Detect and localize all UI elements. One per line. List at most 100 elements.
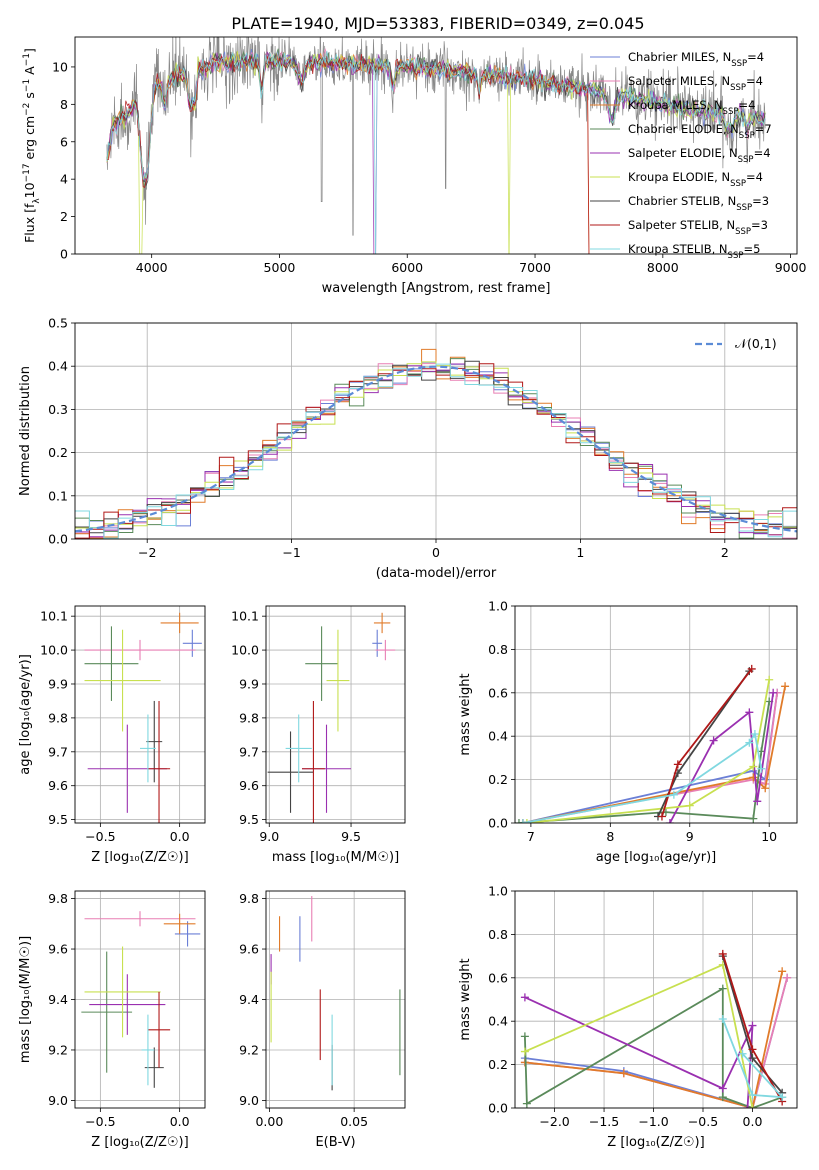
weight_vs_Z-grid (515, 890, 797, 1109)
weight_vs_Z-marker-5-0 (520, 1047, 529, 1056)
mass_vs_EBV-plot-area (270, 896, 401, 1091)
spectrum-frame (74, 36, 798, 255)
age_vs_Z-ylabel: age [log₁₀(age/yr)] (18, 654, 33, 775)
spectrum-ytick-label: 6 (60, 134, 68, 149)
age_vs_Z-errorbar-0 (182, 629, 202, 657)
age_vs_Z-ytick-label: 9.8 (48, 710, 68, 725)
weight_vs_age-marker-5-1 (685, 801, 694, 810)
weight_vs_age-ytick-label: 0.4 (488, 729, 508, 744)
age_vs_mass-plot-area (267, 612, 396, 823)
legend-entry-2: Kroupa MILES, NSSP=4 (628, 98, 755, 117)
panel-spectrum: 4000 5000 6000 7000 8000 9000 0 2 4 6 8 10 wavelengt… (22, 36, 807, 296)
residuals-xtick-label: 2 (721, 545, 729, 560)
mass_vs_EBV-ytick-label: 9.4 (239, 992, 259, 1007)
weight_vs_age-marker-4-4 (769, 688, 778, 697)
mass_vs_Z-errorbar-8 (141, 1014, 155, 1086)
weight_vs_age-series-3 (518, 701, 771, 823)
residuals-frame (74, 322, 798, 540)
mass_vs_Z-plot-area (81, 911, 201, 1088)
age_vs_Z-xlabel: Z [log₁₀(Z/Z☉)] (91, 850, 188, 865)
mass_vs_Z-errorbar-0 (174, 921, 201, 947)
mass_vs_Z-xlabel: Z [log₁₀(Z/Z☉)] (91, 1135, 188, 1150)
weight_vs_age-marker-4-3 (753, 797, 762, 806)
spectrum-ytick-label: 10 (52, 59, 68, 74)
weight_vs_Z-marker-4-1 (718, 1084, 727, 1093)
panel-residuals: −2 −1 0 1 2 0.0 0.1 0.2 0.3 0.4 0.5 (data-model)/er… (18, 316, 798, 581)
spectrum-xtick-label: 7000 (519, 260, 551, 275)
residuals-ylabel: Normed distribution (18, 366, 33, 496)
weight_vs_Z-marker-3-1 (522, 1099, 531, 1108)
weight_vs_age-marker-4-1 (709, 736, 718, 745)
age_vs_mass-ytick-label: 9.5 (239, 812, 259, 827)
weight_vs_age-xtick-label: 10 (761, 829, 777, 844)
weight_vs_Z-ytick-label: 0.2 (488, 1057, 508, 1072)
spectrum-xtick-label: 5000 (264, 260, 296, 275)
age_vs_Z-plot-area (84, 612, 202, 823)
weight_vs_Z-marker-4-3 (743, 1104, 752, 1108)
weight_vs_Z-marker-2-1 (619, 1069, 628, 1078)
residuals-ytick-label: 0.5 (48, 316, 68, 331)
mass_vs_Z-xtick-label: −0.5 (85, 1114, 115, 1129)
weight_vs_Z-series-8 (721, 1018, 785, 1099)
age_vs_Z-ytick-label: 9.7 (48, 744, 68, 759)
weight_vs_Z-marker-8-2 (778, 1093, 787, 1102)
mass_vs_Z-ylabel: mass [log₁₀(M/M☉)] (18, 936, 33, 1063)
residuals-ytick-label: 0.4 (48, 359, 68, 374)
mass_vs_Z-ytick-label: 9.0 (48, 1093, 68, 1108)
weight_vs_Z-marker-1-3 (783, 973, 792, 982)
age_vs_Z-frame (74, 605, 206, 824)
weight_vs_age-series-0 (522, 692, 778, 823)
mass_vs_Z-errorbar-4 (89, 974, 166, 1035)
spectrum-xlabel: wavelength [Angstrom, rest frame] (322, 281, 551, 296)
weight_vs_Z-ytick-label: 0.4 (488, 1014, 508, 1029)
weight_vs_Z-marker-3-0 (520, 1032, 529, 1041)
residuals-xtick-label: 0 (432, 545, 440, 560)
weight_vs_age-marker-5-2 (749, 762, 758, 771)
spectrum-xtick-label: 6000 (391, 260, 423, 275)
normal-legend-label: 𝒩(0,1) (735, 336, 777, 351)
spectrum-model-line-8 (106, 50, 766, 254)
age_vs_Z-errorbar-5 (84, 629, 161, 732)
mass_vs_Z-errorbar-5 (84, 946, 161, 1038)
mass_vs_Z-ytick-label: 9.8 (48, 891, 68, 906)
residual-hist-7 (75, 363, 797, 539)
weight_vs_age-marker-7-2 (747, 664, 756, 673)
weight_vs_Z-xtick-label: −1.0 (638, 1114, 668, 1129)
age_vs_Z-ytick-label: 9.5 (48, 812, 68, 827)
weight_vs_Z-ytick-label: 1.0 (488, 884, 508, 899)
weight_vs_age-marker-8-2 (745, 738, 754, 747)
panel-weight_vs_Z: −2.0 −1.5 −1.0 −0.5 0.0 0.0 0.2 0.4 0.6 0.8 1.0 Z [… (458, 884, 798, 1150)
age_vs_mass-errorbar-5 (326, 629, 350, 732)
spectrum-plot-area (106, 37, 766, 254)
normal-reference-curve (75, 365, 797, 533)
weight_vs_age-xtick-label: 7 (527, 829, 535, 844)
weight_vs_age-marker-3-2 (749, 814, 758, 823)
weight_vs_Z-xlabel: Z [log₁₀(Z/Z☉)] (607, 1135, 704, 1150)
age_vs_Z-errorbar-2 (160, 612, 199, 634)
weight_vs_Z-marker-8-1 (748, 1090, 757, 1099)
residuals-xlabel: (data-model)/error (376, 566, 497, 581)
weight_vs_Z-xtick-label: −2.0 (539, 1114, 569, 1129)
spectrum-ytick-label: 8 (60, 97, 68, 112)
panel-age_vs_Z: −0.5 0.0 9.5 9.6 9.7 9.8 9.9 10.0 10.1 Z [log₁₀(Z… (18, 605, 206, 865)
weight_vs_Z-marker-7-1 (748, 1045, 757, 1054)
age_vs_mass-xtick-label: 9.5 (341, 829, 361, 844)
residuals-xtick-label: −2 (138, 545, 156, 560)
weight_vs_age-series-8 (522, 731, 763, 823)
weight_vs_age-marker-2-2 (761, 784, 770, 793)
mass_vs_Z-errorbar-7 (147, 991, 171, 1068)
weight_vs_Z-marker-2-3 (778, 967, 787, 976)
weight_vs_Z-xtick-label: −1.5 (589, 1114, 619, 1129)
age_vs_mass-ytick-label: 9.6 (239, 778, 259, 793)
residuals-xtick-label: 1 (576, 545, 584, 560)
panel-weight_vs_age: 7 8 9 10 0.0 0.2 0.4 0.6 0.8 1.0 age [log₁₀(age/yr… (458, 599, 798, 865)
mass_vs_EBV-xlabel: E(B-V) (315, 1135, 355, 1150)
residuals-ytick-label: 0.3 (48, 402, 68, 417)
age_vs_mass-ytick-label: 10.0 (231, 643, 259, 658)
age_vs_mass-errorbar-3 (305, 626, 338, 701)
legend-entry-5: Kroupa ELODIE, NSSP=4 (628, 170, 763, 189)
mass_vs_EBV-ytick-label: 9.6 (239, 942, 259, 957)
mass_vs_Z-ytick-label: 9.2 (48, 1042, 68, 1057)
mass_vs_EBV-xtick-label: 0.05 (340, 1114, 368, 1129)
age_vs_mass-ytick-label: 9.8 (239, 710, 259, 725)
